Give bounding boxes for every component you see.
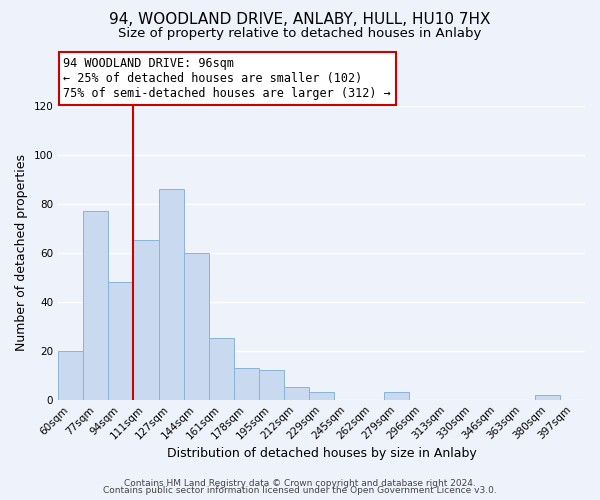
Bar bbox=[83, 211, 109, 400]
Bar bbox=[133, 240, 158, 400]
Bar bbox=[184, 252, 209, 400]
Text: Size of property relative to detached houses in Anlaby: Size of property relative to detached ho… bbox=[118, 28, 482, 40]
Text: 94 WOODLAND DRIVE: 96sqm
← 25% of detached houses are smaller (102)
75% of semi-: 94 WOODLAND DRIVE: 96sqm ← 25% of detach… bbox=[64, 57, 391, 100]
Bar bbox=[234, 368, 259, 400]
Bar bbox=[259, 370, 284, 400]
Bar bbox=[109, 282, 133, 400]
Text: Contains HM Land Registry data © Crown copyright and database right 2024.: Contains HM Land Registry data © Crown c… bbox=[124, 478, 476, 488]
Text: 94, WOODLAND DRIVE, ANLABY, HULL, HU10 7HX: 94, WOODLAND DRIVE, ANLABY, HULL, HU10 7… bbox=[109, 12, 491, 28]
Bar bbox=[158, 189, 184, 400]
Bar bbox=[209, 338, 234, 400]
Y-axis label: Number of detached properties: Number of detached properties bbox=[15, 154, 28, 351]
Bar bbox=[535, 395, 560, 400]
Bar bbox=[284, 388, 309, 400]
X-axis label: Distribution of detached houses by size in Anlaby: Distribution of detached houses by size … bbox=[167, 447, 476, 460]
Bar bbox=[58, 350, 83, 400]
Text: Contains public sector information licensed under the Open Government Licence v3: Contains public sector information licen… bbox=[103, 486, 497, 495]
Bar bbox=[385, 392, 409, 400]
Bar bbox=[309, 392, 334, 400]
